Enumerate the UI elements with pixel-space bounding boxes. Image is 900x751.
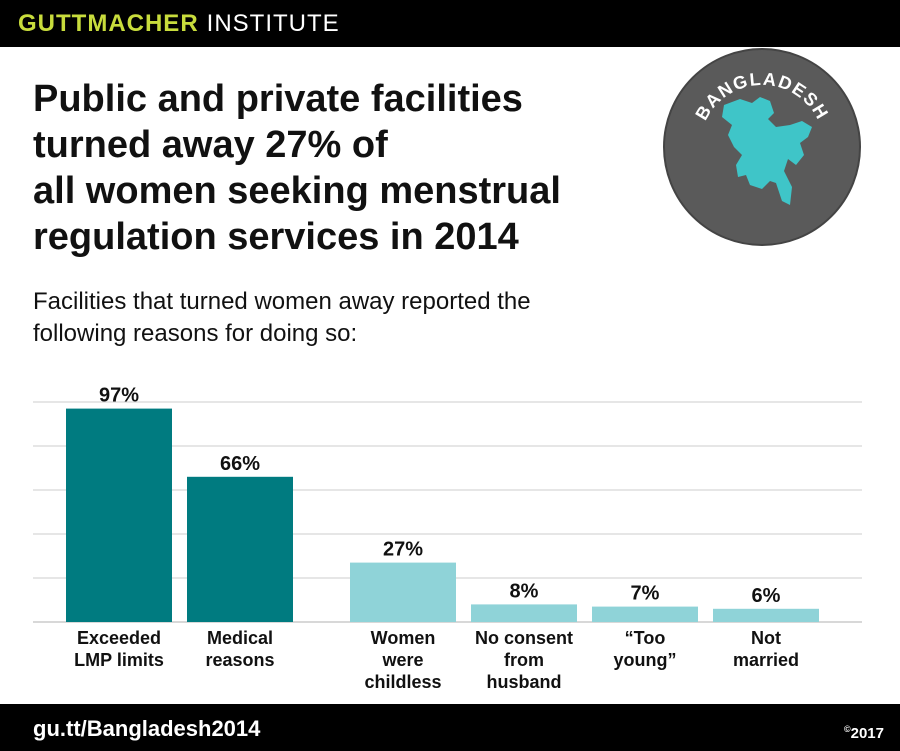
- brand-name-bold: GUTTMACHER: [18, 10, 199, 37]
- category-label-line: LMP limits: [74, 650, 164, 670]
- category-labels: Exceeded LMP limits Medical reasons Women wer…: [74, 628, 799, 692]
- category-label: “Too young”: [614, 628, 677, 670]
- chart-area: 97% 66% 27% 8% 7% 6% Exceeded LMP limits Medica…: [0, 370, 900, 700]
- headline-line: Public and private facilities: [33, 78, 523, 120]
- bar-value-label: 97%: [99, 385, 139, 407]
- chart-subtitle: Facilities that turned women away report…: [33, 286, 733, 350]
- copyright: ©2017: [844, 719, 884, 744]
- category-label: Exceeded LMP limits: [74, 628, 164, 670]
- top-banner: GUTTMACHER INSTITUTE: [0, 0, 900, 47]
- bar: [66, 408, 172, 622]
- category-label-line: married: [733, 650, 799, 670]
- category-label: No consent from husband: [475, 628, 573, 692]
- brand-name-regular: INSTITUTE: [206, 10, 340, 37]
- bar-value-label: 7%: [631, 583, 660, 605]
- headline: Public and private facilities turned awa…: [33, 76, 673, 260]
- copyright-symbol: ©: [843, 724, 851, 734]
- bar-value-label: 27%: [383, 539, 423, 561]
- category-label: Not married: [733, 628, 799, 670]
- bar-value-label: 66%: [220, 453, 260, 475]
- headline-line: all women seeking menstrual: [33, 170, 561, 212]
- country-badge: BANGLADESH: [662, 47, 862, 247]
- category-label-line: Women: [371, 628, 436, 648]
- bar: [350, 562, 456, 622]
- footer-url[interactable]: gu.tt/Bangladesh2014: [33, 716, 261, 741]
- category-label-line: were: [381, 650, 423, 670]
- category-label-line: Not: [751, 628, 781, 648]
- category-label-line: reasons: [205, 650, 274, 670]
- category-label-line: Exceeded: [77, 628, 161, 648]
- bars: [66, 408, 819, 622]
- category-label-line: husband: [487, 672, 562, 692]
- headline-line: regulation services in 2014: [33, 216, 519, 258]
- subtitle-line: Facilities that turned women away report…: [33, 288, 531, 315]
- category-label: Women were childless: [364, 628, 441, 692]
- headline-line: turned away 27% of: [33, 124, 388, 166]
- bar: [471, 604, 577, 622]
- category-label-line: No consent: [475, 628, 573, 648]
- brand-logo: GUTTMACHER INSTITUTE: [18, 9, 340, 39]
- bar-value-label: 8%: [510, 580, 539, 602]
- copyright-year: 2017: [850, 725, 884, 742]
- bottom-banner: gu.tt/Bangladesh2014 ©2017: [0, 704, 900, 751]
- category-label-line: from: [504, 650, 544, 670]
- subtitle-line: following reasons for doing so:: [33, 320, 358, 347]
- category-label: Medical reasons: [205, 628, 274, 670]
- category-label-line: childless: [364, 672, 441, 692]
- bar: [187, 476, 293, 622]
- value-labels: 97% 66% 27% 8% 7% 6%: [99, 385, 781, 607]
- bar-value-label: 6%: [752, 585, 781, 607]
- category-label-line: “Too: [625, 628, 666, 648]
- bar-chart: 97% 66% 27% 8% 7% 6% Exceeded LMP limits Medica…: [33, 385, 862, 692]
- bar: [592, 606, 698, 622]
- category-label-line: Medical: [207, 628, 273, 648]
- category-label-line: young”: [614, 650, 677, 670]
- badge-svg: BANGLADESH: [663, 48, 861, 246]
- bar: [713, 608, 819, 622]
- bangladesh-map-icon: [722, 97, 812, 205]
